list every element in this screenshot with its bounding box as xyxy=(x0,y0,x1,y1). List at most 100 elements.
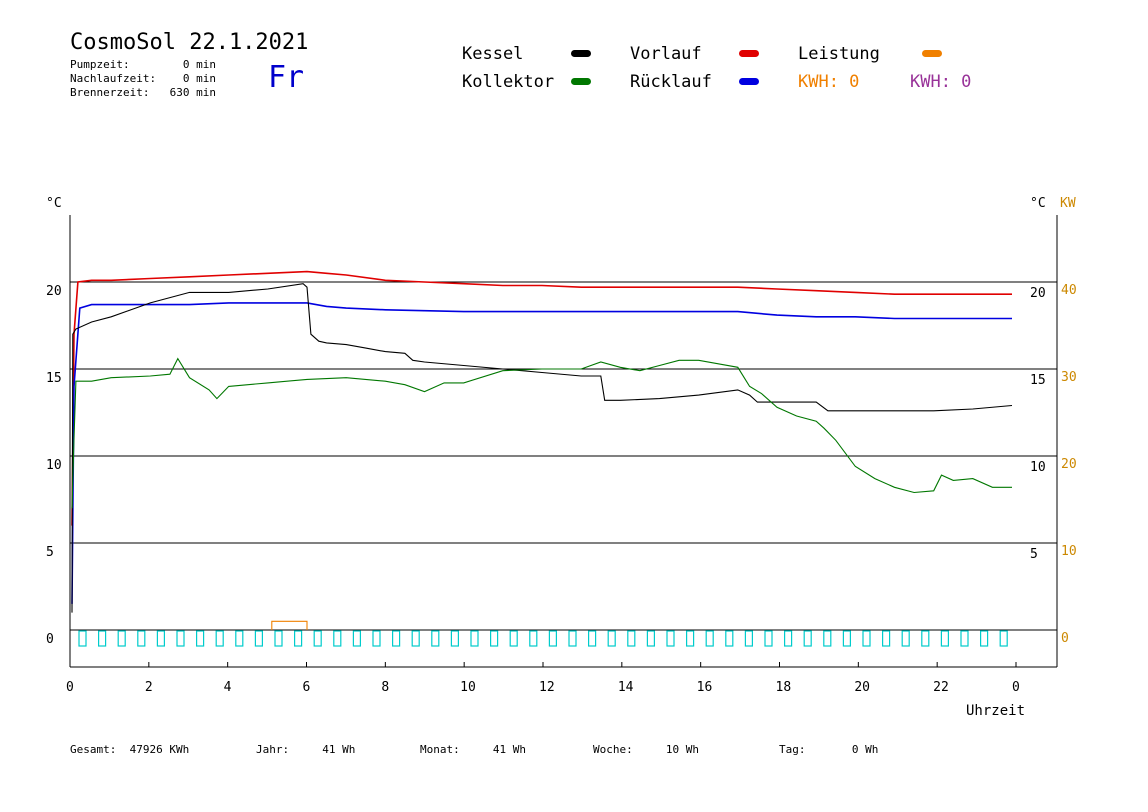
pump-marker xyxy=(392,630,401,647)
pump-marker xyxy=(705,630,714,647)
pump-marker xyxy=(921,630,930,647)
pump-marker xyxy=(372,630,381,647)
pump-marker xyxy=(117,630,126,647)
y-axis-label-kw: KW xyxy=(1060,196,1076,211)
y-tick-label-right: 5 xyxy=(1030,547,1038,562)
pump-marker xyxy=(803,630,812,647)
pump-marker xyxy=(431,630,440,647)
series-line-kessel xyxy=(71,283,1013,613)
stat-label: Brennerzeit: xyxy=(70,86,150,99)
stat-label: Nachlaufzeit: xyxy=(70,72,157,85)
y-tick-label-right: 15 xyxy=(1030,373,1046,388)
footer-month: Monat: 41 Wh xyxy=(420,743,526,756)
pump-marker xyxy=(313,630,322,647)
y-tick-label-left: 20 xyxy=(46,284,62,299)
pump-marker xyxy=(979,630,989,647)
pump-marker xyxy=(764,630,773,647)
y-axis-label-left: °C xyxy=(46,196,62,211)
pump-marker xyxy=(97,630,107,647)
pump-marker xyxy=(352,630,361,647)
pump-marker xyxy=(901,630,910,647)
y-tick-label-kw: 30 xyxy=(1061,370,1077,385)
y-tick-label-kw: 20 xyxy=(1061,457,1077,472)
stat-nachlaufzeit: Nachlaufzeit: 0 min xyxy=(70,72,216,85)
pump-marker xyxy=(587,630,597,647)
x-tick-label: 18 xyxy=(776,680,792,695)
pump-marker xyxy=(294,630,303,647)
pump-marker xyxy=(607,630,616,647)
chart-title: CosmoSol 22.1.2021 xyxy=(70,30,309,55)
pump-marker xyxy=(881,630,891,647)
pump-marker xyxy=(725,630,734,647)
legend-swatch-ruecklauf xyxy=(739,78,759,85)
x-tick-label: 14 xyxy=(618,680,634,695)
legend-swatch-vorlauf xyxy=(739,50,759,57)
pump-marker xyxy=(862,630,871,647)
x-tick-label: 16 xyxy=(697,680,713,695)
series-line-vorlauf xyxy=(71,270,1012,526)
pump-marker xyxy=(509,630,518,647)
footer-label: Monat: xyxy=(420,743,460,756)
pump-marker xyxy=(470,630,479,647)
footer-day: Tag: 0 Wh xyxy=(779,743,878,756)
legend-label-kollektor: Kollektor xyxy=(462,72,555,92)
stat-value: 0 min xyxy=(182,72,216,85)
pump-marker xyxy=(548,630,558,647)
pump-marker xyxy=(156,630,165,647)
pump-marker xyxy=(529,630,538,647)
footer-label: Gesamt: xyxy=(70,743,117,756)
pump-marker xyxy=(490,630,499,647)
series-line-kollektor xyxy=(71,357,1012,509)
stat-pumpzeit: Pumpzeit: 0 min xyxy=(70,58,216,71)
pump-marker xyxy=(137,630,146,647)
legend-kwh-1: KWH: 0 xyxy=(798,72,860,92)
y-tick-label-left: 10 xyxy=(46,458,62,473)
y-tick-label-left: 5 xyxy=(46,545,54,560)
footer-label: Tag: xyxy=(779,743,806,756)
y-tick-label-right: 10 xyxy=(1030,460,1046,475)
legend-label-kessel: Kessel xyxy=(462,44,524,64)
y-tick-label-right: 20 xyxy=(1030,286,1046,301)
series-line-leistung xyxy=(271,620,308,630)
legend-swatch-kessel xyxy=(571,50,591,57)
y-tick-label-kw: 10 xyxy=(1061,544,1077,559)
x-tick-label: 0 xyxy=(1012,680,1020,695)
footer-label: Jahr: xyxy=(256,743,290,756)
pump-marker xyxy=(235,630,244,647)
legend-label-vorlauf: Vorlauf xyxy=(630,44,702,64)
legend-label-leistung: Leistung xyxy=(798,44,880,64)
pump-marker xyxy=(274,630,283,647)
pump-marker xyxy=(940,630,950,647)
x-tick-label: 12 xyxy=(539,680,555,695)
pump-marker xyxy=(450,630,459,647)
pump-marker xyxy=(215,630,224,647)
y-tick-label-kw: 40 xyxy=(1061,283,1077,298)
footer-value: 47926 KWh xyxy=(129,743,190,756)
y-axis-label-right: °C xyxy=(1030,196,1046,211)
stat-brennerzeit: Brennerzeit: 630 min xyxy=(70,86,216,99)
x-tick-label: 8 xyxy=(381,680,389,695)
footer-value: 0 Wh xyxy=(851,743,879,756)
x-tick-label: 2 xyxy=(145,680,153,695)
pump-marker xyxy=(783,630,793,647)
legend-label-ruecklauf: Rücklauf xyxy=(630,72,712,92)
pump-marker xyxy=(842,630,852,647)
pump-marker xyxy=(333,630,342,647)
x-tick-label: 20 xyxy=(854,680,870,695)
pump-marker xyxy=(78,630,87,647)
stat-value: 0 min xyxy=(182,58,216,71)
footer-year: Jahr: 41 Wh xyxy=(256,743,355,756)
x-tick-label: 10 xyxy=(460,680,476,695)
x-tick-label: 0 xyxy=(66,680,74,695)
x-tick-label: 4 xyxy=(224,680,232,695)
pump-marker xyxy=(685,630,695,647)
pump-marker xyxy=(627,630,636,647)
footer-value: 41 Wh xyxy=(322,743,356,756)
footer-total: Gesamt: 47926 KWh xyxy=(70,743,189,756)
pump-marker xyxy=(744,630,754,647)
footer-value: 10 Wh xyxy=(665,743,699,756)
stat-value: 630 min xyxy=(169,86,216,99)
stat-label: Pumpzeit: xyxy=(70,58,130,71)
pump-marker xyxy=(666,630,675,647)
